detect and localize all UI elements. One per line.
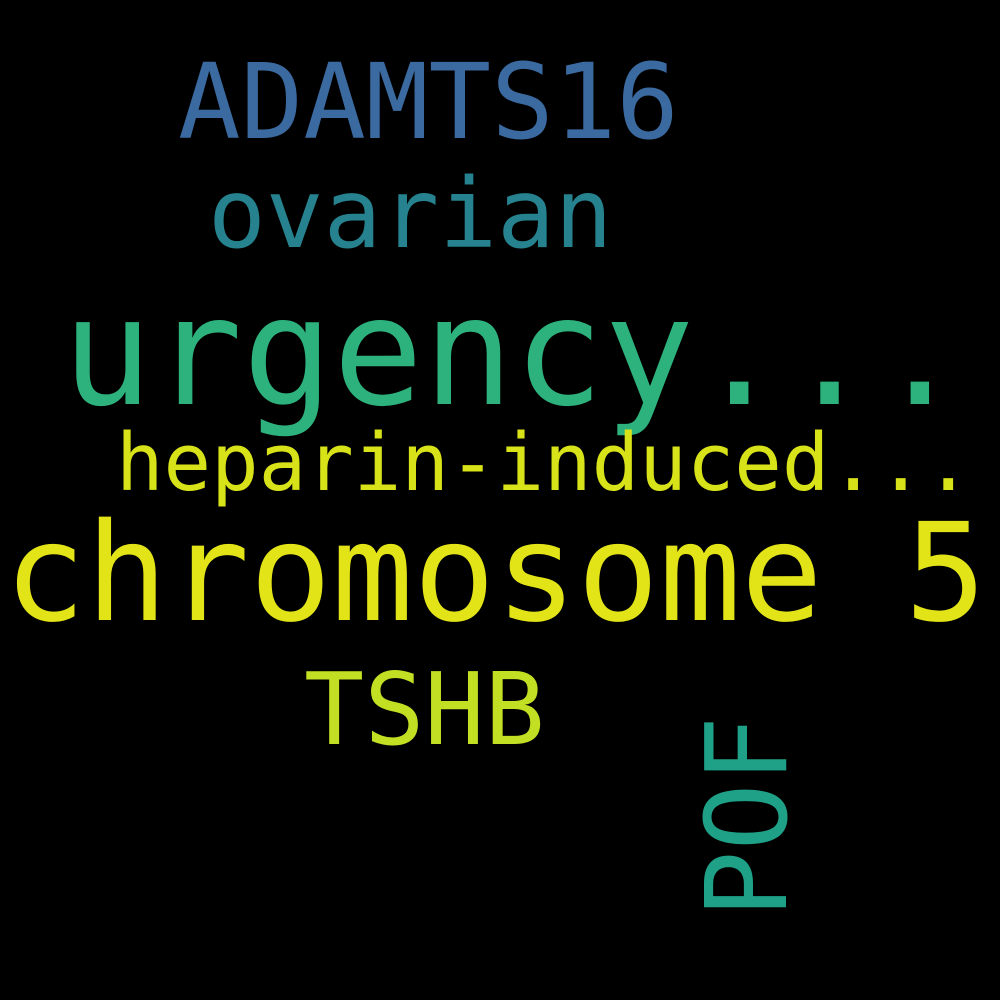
- word-pof: POF: [683, 715, 813, 918]
- word-ovarian: ovarian: [208, 158, 613, 270]
- word-adamts16: ADAMTS16: [178, 41, 679, 163]
- word-urgency: urgency...: [62, 266, 966, 440]
- word-tshb: TSHB: [304, 651, 545, 768]
- word-heparin-induced: heparin-induced...: [116, 417, 973, 509]
- word-chromosome-5: chromosome 5: [4, 495, 987, 653]
